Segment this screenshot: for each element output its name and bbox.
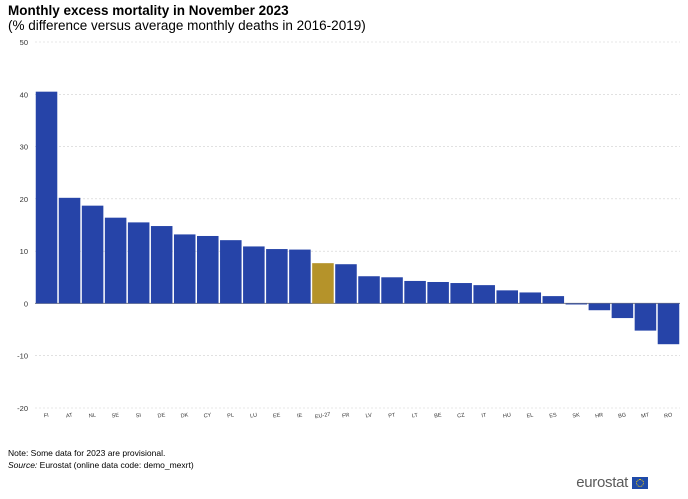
x-tick-label: HU	[503, 412, 512, 419]
bar-lv	[358, 276, 380, 304]
y-tick-label: -10	[17, 352, 28, 361]
y-tick-label: 10	[20, 247, 28, 256]
y-tick-label: 20	[20, 195, 28, 204]
footnote: Note: Some data for 2023 are provisional…	[8, 448, 166, 458]
y-tick-label: 50	[20, 38, 28, 47]
y-tick-label: -20	[17, 404, 28, 413]
x-tick-label: EU-27	[315, 412, 331, 421]
bar-lu	[243, 246, 265, 304]
source-label: Source:	[8, 460, 38, 470]
x-tick-label: IE	[297, 413, 303, 420]
bar-it	[473, 285, 495, 304]
bar-lt	[404, 280, 426, 304]
x-tick-label: IT	[481, 413, 487, 420]
x-tick-label: BE	[434, 412, 443, 419]
x-tick-label: LU	[250, 412, 258, 419]
bar-pl	[220, 240, 242, 304]
bar-pt	[381, 277, 403, 304]
x-tick-label: PT	[388, 412, 397, 419]
bar-el	[519, 292, 542, 304]
bar-sk	[565, 303, 588, 305]
x-tick-label: CY	[203, 412, 212, 419]
bar-mt	[634, 303, 657, 331]
x-tick-label: FR	[342, 412, 350, 419]
y-tick-label: 0	[24, 299, 28, 308]
x-tick-label: SI	[135, 413, 142, 420]
bar-bg	[611, 303, 634, 319]
source-line: Source: Eurostat (online data code: demo…	[8, 460, 194, 470]
x-tick-label: LT	[411, 412, 419, 419]
bar-eu-27	[312, 263, 334, 304]
x-tick-label: HR	[595, 412, 604, 419]
eurostat-logo: eurostat	[576, 474, 648, 491]
x-tick-label: ES	[549, 412, 558, 419]
bar-be	[427, 281, 449, 304]
bar-si	[127, 222, 150, 304]
x-tick-label: SK	[572, 412, 581, 419]
x-tick-label: AT	[66, 412, 74, 419]
bar-cy	[197, 235, 219, 304]
x-tick-label: PL	[227, 412, 235, 419]
x-tick-label: RO	[664, 412, 674, 419]
chart-subtitle: (% difference versus average monthly dea…	[8, 18, 366, 33]
eu-flag-icon	[632, 476, 648, 489]
bar-ie	[289, 249, 311, 304]
bar-hr	[588, 303, 611, 311]
source-text: Eurostat (online data code: demo_mexrt)	[37, 460, 194, 470]
bar-hu	[496, 290, 518, 304]
x-tick-label: LV	[365, 412, 373, 419]
bar-se	[104, 217, 127, 304]
x-tick-label: NL	[88, 412, 96, 419]
x-tick-label: EE	[273, 412, 282, 419]
bar-de	[150, 226, 173, 304]
bar-dk	[173, 234, 196, 304]
chart-title: Monthly excess mortality in November 202…	[8, 3, 289, 18]
x-tick-label: DE	[157, 412, 166, 419]
x-tick-label: MT	[641, 412, 650, 419]
x-tick-label: DK	[180, 412, 189, 419]
bar-ro	[657, 303, 680, 345]
x-tick-label: CZ	[457, 412, 466, 419]
bar-nl	[81, 205, 104, 304]
bar-fr	[335, 264, 357, 304]
y-tick-label: 30	[20, 143, 28, 152]
x-tick-label: BG	[618, 412, 627, 419]
bar-es	[542, 296, 565, 304]
bar-cz	[450, 283, 472, 304]
x-tick-label: FI	[43, 413, 49, 420]
y-tick-label: 40	[20, 90, 28, 99]
bar-fi	[35, 91, 58, 304]
x-tick-label: SE	[111, 412, 120, 419]
x-tick-label: EL	[526, 412, 534, 419]
bar-at	[58, 197, 81, 304]
bar-ee	[266, 249, 288, 304]
logo-text: eurostat	[576, 474, 628, 491]
